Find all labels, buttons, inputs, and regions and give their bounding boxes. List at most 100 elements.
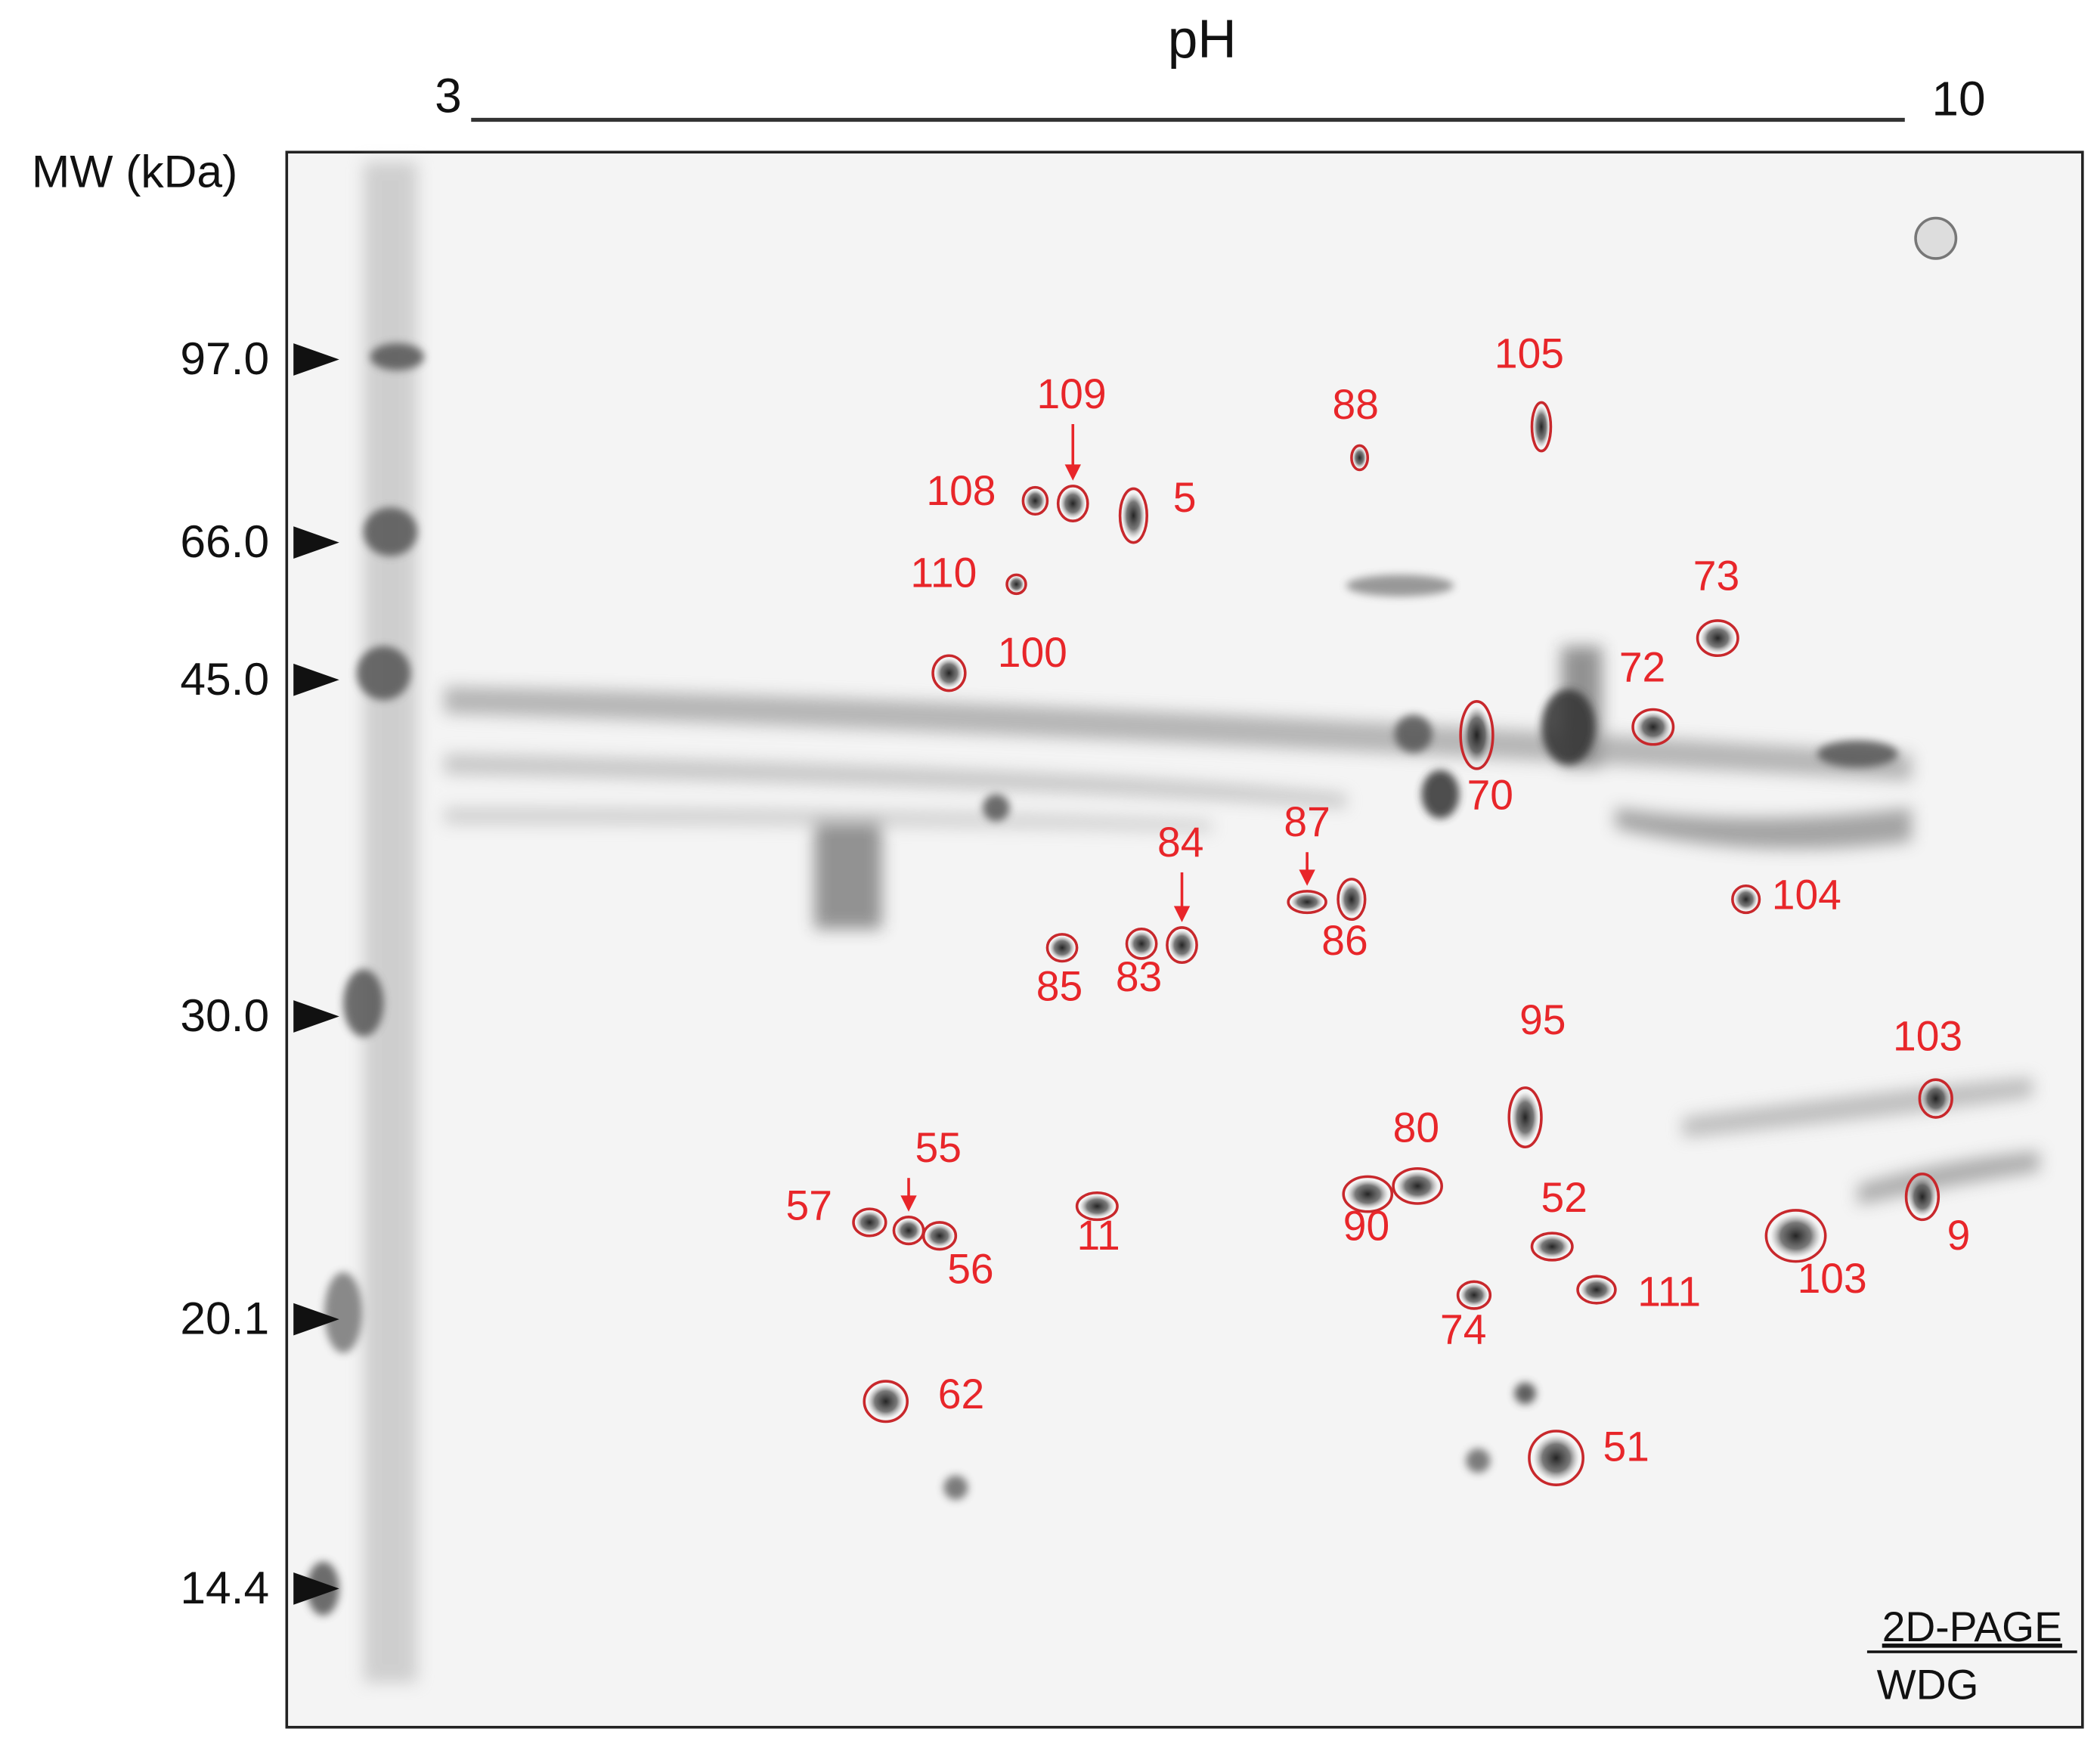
spot-label: 73 xyxy=(1693,552,1739,599)
spot-label: 103 xyxy=(1893,1012,1962,1059)
mw-marker-arrow xyxy=(293,526,339,559)
protein-spot xyxy=(1396,1171,1439,1201)
protein-spot xyxy=(1024,489,1046,513)
spot-label: 111 xyxy=(1637,1269,1701,1315)
spot-circle xyxy=(1075,1191,1119,1222)
spot-arrowhead xyxy=(1064,464,1081,481)
protein-spot xyxy=(867,1384,904,1419)
spot-label: 109 xyxy=(1036,370,1106,417)
mw-marker-label: 20.1 xyxy=(180,1293,269,1344)
spot-label: 5 xyxy=(1173,474,1197,521)
spot-arrowhead xyxy=(900,1195,917,1212)
spot-circle xyxy=(921,1221,958,1251)
spot-label: 87 xyxy=(1284,798,1330,845)
mw-marker-arrow xyxy=(293,1572,339,1605)
mw-marker-label: 30.0 xyxy=(180,990,269,1041)
spot-label: 11 xyxy=(1076,1212,1120,1259)
spot-label: 80 xyxy=(1393,1104,1439,1151)
protein-spot xyxy=(1129,931,1154,956)
protein-spot xyxy=(935,658,963,689)
spot-label: 52 xyxy=(1541,1174,1587,1221)
spot-arrowhead xyxy=(1173,906,1191,922)
spot-circle xyxy=(1166,926,1198,965)
spot-circle xyxy=(1005,573,1027,596)
protein-spot xyxy=(1460,1283,1488,1307)
spot-circle xyxy=(1045,933,1079,963)
spot-arrowhead xyxy=(1299,869,1315,886)
protein-spot xyxy=(1169,930,1195,960)
protein-spot xyxy=(1049,936,1075,959)
mw-marker-arrow xyxy=(293,663,339,696)
method-label: 2D-PAGE xyxy=(1882,1603,2062,1650)
ph-start: 3 xyxy=(435,69,462,123)
spot-circle xyxy=(1456,1280,1492,1310)
protein-spot xyxy=(1463,706,1491,764)
mw-marker-label: 66.0 xyxy=(180,516,269,567)
spot-label: 100 xyxy=(998,629,1067,676)
spot-circle xyxy=(1530,1231,1574,1262)
mw-marker-label: 45.0 xyxy=(180,653,269,705)
spot-circle xyxy=(1350,444,1370,472)
spot-label: 62 xyxy=(938,1371,984,1417)
spot-circle xyxy=(1342,1175,1394,1213)
spot-circle xyxy=(1576,1275,1617,1305)
spot-circle xyxy=(1459,700,1494,770)
spot-label: 105 xyxy=(1494,330,1564,376)
spot-circle xyxy=(852,1207,887,1238)
protein-spot xyxy=(1580,1278,1613,1302)
spot-label: 104 xyxy=(1772,871,1841,918)
protein-spot xyxy=(1734,888,1758,911)
spot-label: 108 xyxy=(926,467,996,514)
protein-spot xyxy=(856,1210,884,1235)
spot-label: 55 xyxy=(915,1124,962,1171)
protein-spot xyxy=(1008,576,1025,593)
spot-label: 103 xyxy=(1798,1255,1867,1302)
spot-circle xyxy=(1021,485,1049,516)
mw-marker-label: 14.4 xyxy=(180,1562,269,1613)
protein-spot xyxy=(1352,447,1367,469)
spot-label: 74 xyxy=(1440,1306,1486,1353)
spot-label: 86 xyxy=(1321,917,1367,964)
protein-spot xyxy=(1770,1214,1821,1258)
protein-spot xyxy=(1079,1194,1115,1218)
protein-spot xyxy=(1535,1235,1569,1259)
spot-circle xyxy=(1764,1209,1827,1263)
protein-spot xyxy=(1700,623,1735,653)
spot-circle xyxy=(1125,927,1158,960)
spot-circle xyxy=(1918,1078,1953,1119)
protein-spot xyxy=(1533,406,1550,448)
spot-circle xyxy=(1337,878,1367,922)
spot-circle xyxy=(1731,884,1761,915)
spot-circle xyxy=(1056,485,1089,522)
spot-label: 72 xyxy=(1619,643,1665,690)
protein-spot xyxy=(1922,1082,1950,1115)
mw-marker-label: 97.0 xyxy=(180,333,269,384)
spot-label: 84 xyxy=(1157,819,1203,866)
spot-circle xyxy=(1507,1086,1543,1149)
spot-circle xyxy=(1696,619,1739,658)
spot-label: 110 xyxy=(910,550,977,596)
ph-end: 10 xyxy=(1931,71,1985,125)
spot-label: 51 xyxy=(1603,1423,1649,1470)
spot-circle xyxy=(1631,708,1675,746)
spot-circle xyxy=(1528,1430,1584,1486)
spot-label: 56 xyxy=(947,1245,993,1292)
spot-label: 90 xyxy=(1343,1202,1389,1249)
spot-circle xyxy=(1530,401,1553,453)
spot-circle xyxy=(1392,1166,1443,1205)
mw-marker-arrow xyxy=(293,1303,339,1336)
mw-title: MW (kDa) xyxy=(32,146,237,197)
spot-label: 9 xyxy=(1947,1212,1971,1259)
spot-circle xyxy=(931,654,967,692)
protein-spot xyxy=(1636,711,1671,742)
mw-marker-arrow xyxy=(293,343,339,376)
protein-spot xyxy=(1290,893,1324,912)
spot-label: 70 xyxy=(1467,772,1513,819)
spot-label: 85 xyxy=(1036,962,1083,1009)
protein-spot xyxy=(1340,881,1364,917)
spot-label: 88 xyxy=(1333,381,1379,428)
protein-spot xyxy=(925,1224,954,1247)
